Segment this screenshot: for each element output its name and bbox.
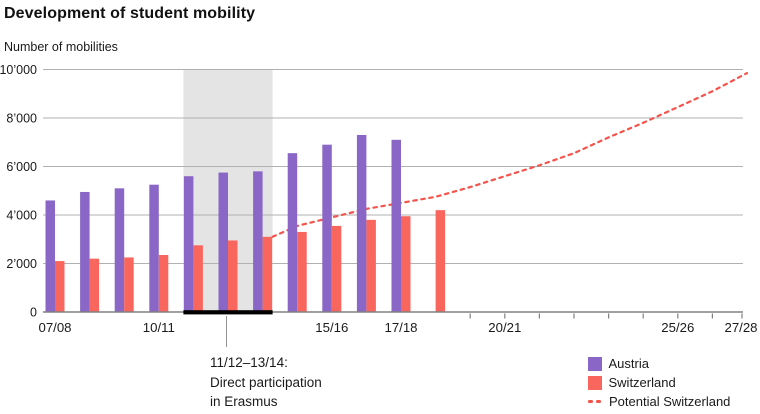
y-tick-label-10-000: 10’000 — [0, 63, 37, 77]
potential-switzerland-line — [271, 72, 749, 238]
bar-austria-12-13 — [218, 172, 228, 313]
band-underline — [183, 310, 273, 315]
bar-switzerland-08-09 — [89, 258, 100, 313]
legend-item-austria: Austria — [588, 356, 730, 372]
y-tick-label-8-000: 8’000 — [6, 112, 37, 126]
bar-austria-08-09 — [80, 191, 90, 313]
bar-austria-14-15 — [287, 153, 298, 313]
bar-austria-09-10 — [114, 188, 125, 313]
legend-item-potential-switzerland: Potential Switzerland — [588, 394, 731, 410]
chart-title: Development of student mobility — [4, 5, 256, 22]
bar-austria-11-12 — [183, 176, 194, 313]
bar-switzerland-11-12 — [193, 245, 203, 313]
x-tick-label-27-28: 27/28 — [724, 320, 757, 335]
dashed-line-swatch-icon — [588, 395, 602, 409]
annotation-line-1: 11/12–13/14: — [210, 355, 288, 370]
bar-switzerland-16-17 — [366, 219, 376, 313]
bar-switzerland-10-11 — [158, 255, 169, 313]
annotation-line-3: in Erasmus — [210, 394, 278, 409]
bar-switzerland-14-15 — [297, 231, 307, 313]
legend-label-austria: Austria — [608, 356, 649, 372]
bar-austria-13-14 — [253, 171, 263, 313]
austria-swatch-icon — [588, 357, 602, 371]
bar-switzerland-13-14 — [262, 236, 273, 313]
legend: Austria Switzerland Potential Switzerlan… — [588, 356, 731, 410]
bar-switzerland-15-16 — [331, 225, 342, 313]
bar-switzerland-09-10 — [124, 257, 134, 313]
annotation-connector-line — [226, 316, 228, 347]
x-tick-label-17-18: 17/18 — [384, 320, 417, 335]
bar-switzerland-17-18 — [401, 216, 411, 313]
x-tick-label-20-21: 20/21 — [488, 320, 521, 335]
y-tick-label-2-000: 2’000 — [6, 257, 37, 271]
legend-label-potential-switzerland: Potential Switzerland — [609, 394, 731, 410]
x-tick-label-10-11: 10/11 — [143, 320, 175, 335]
bar-austria-15-16 — [322, 144, 332, 313]
x-tick-label-15-16: 15/16 — [315, 320, 348, 335]
y-tick-label-4-000: 4’000 — [6, 209, 37, 223]
bar-austria-10-11 — [149, 184, 159, 313]
bar-switzerland-07-08 — [55, 261, 65, 313]
switzerland-swatch-icon — [588, 376, 602, 390]
legend-item-switzerland: Switzerland — [588, 375, 730, 391]
y-tick-label-0: 0 — [30, 306, 37, 320]
x-tick-label-25-26: 25/26 — [661, 320, 694, 335]
y-axis-title: Number of mobilities — [4, 40, 118, 54]
bar-austria-07-08 — [45, 200, 55, 313]
y-tick-label-6-000: 6’000 — [6, 160, 37, 174]
bar-austria-16-17 — [356, 134, 367, 313]
bar-austria-17-18 — [391, 139, 401, 313]
bar-switzerland-12-13 — [228, 240, 238, 313]
annotation-erasmus: 11/12–13/14: Direct participation in Era… — [210, 353, 322, 412]
legend-label-switzerland: Switzerland — [608, 375, 676, 391]
annotation-line-2: Direct participation — [210, 374, 322, 390]
bar-switzerland-18-19 — [435, 210, 446, 313]
x-tick-label-07-08: 07/08 — [38, 320, 71, 335]
